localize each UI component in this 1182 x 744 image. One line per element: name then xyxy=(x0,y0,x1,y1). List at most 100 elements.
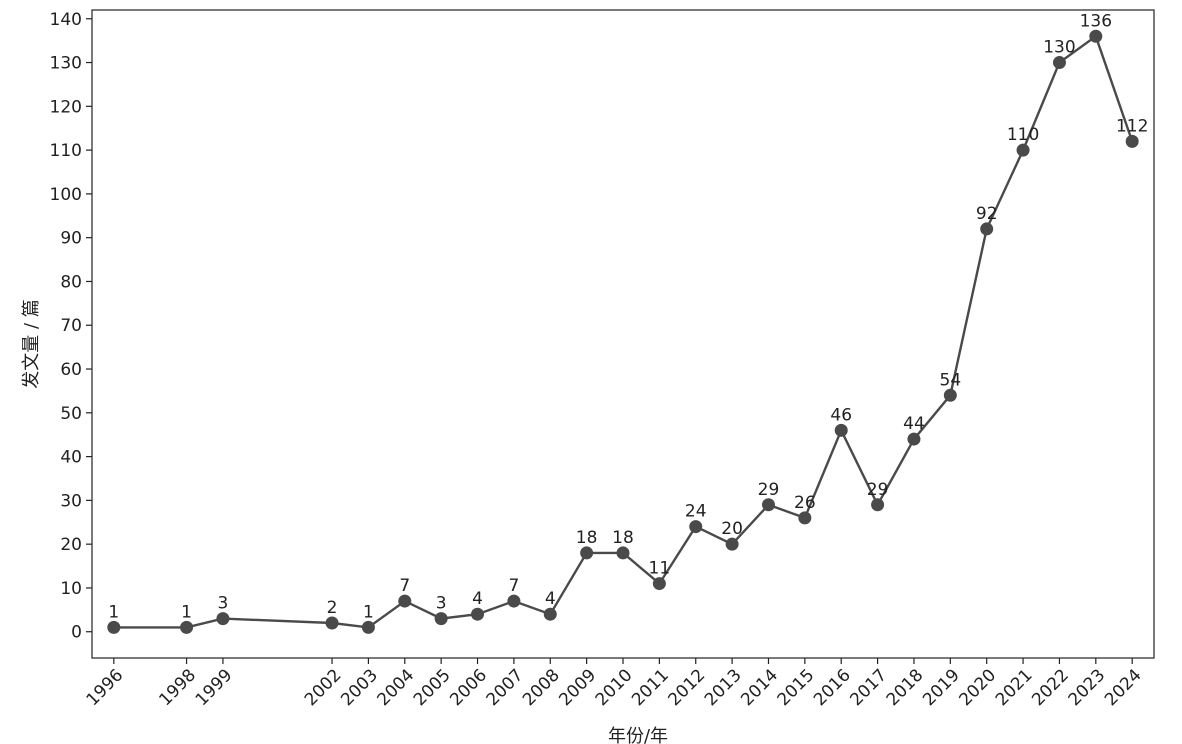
data-point xyxy=(1125,134,1139,148)
data-label: 7 xyxy=(399,576,410,596)
data-point xyxy=(580,546,594,560)
x-tick-label: 2022 xyxy=(1028,665,1073,710)
y-tick-label: 60 xyxy=(60,360,82,380)
data-label: 46 xyxy=(830,405,852,425)
x-tick-label: 2011 xyxy=(628,665,673,710)
y-tick-label: 30 xyxy=(60,491,82,511)
data-point xyxy=(361,620,375,634)
x-tick-label: 2008 xyxy=(519,665,564,710)
y-tick-label: 120 xyxy=(50,97,82,117)
y-tick-label: 40 xyxy=(60,448,82,468)
data-label: 4 xyxy=(545,589,556,609)
x-tick-label: 1998 xyxy=(155,665,200,710)
y-tick-label: 20 xyxy=(60,535,82,555)
x-tick-label: 2005 xyxy=(410,665,455,710)
x-tick-label: 2024 xyxy=(1101,665,1146,710)
x-tick-label: 1999 xyxy=(192,665,237,710)
data-point xyxy=(398,594,412,608)
x-tick-label: 2018 xyxy=(883,665,928,710)
data-label: 29 xyxy=(867,480,889,500)
x-tick-label: 2015 xyxy=(774,665,819,710)
x-tick-label: 2006 xyxy=(446,665,491,710)
data-point xyxy=(943,388,957,402)
data-points xyxy=(107,29,1139,634)
x-tick-label: 2003 xyxy=(337,665,382,710)
data-label: 18 xyxy=(612,528,634,548)
data-label: 110 xyxy=(1007,125,1039,145)
data-label: 1 xyxy=(108,602,119,622)
x-tick-label: 2013 xyxy=(701,665,746,710)
data-point xyxy=(907,432,921,446)
data-label: 7 xyxy=(508,576,519,596)
data-point xyxy=(107,620,121,634)
data-label: 112 xyxy=(1116,116,1148,136)
x-tick-label: 2007 xyxy=(483,665,528,710)
x-tick-label: 2016 xyxy=(810,665,855,710)
data-point xyxy=(1016,143,1030,157)
data-point xyxy=(434,612,448,626)
data-point xyxy=(1089,29,1103,43)
data-point xyxy=(652,577,666,591)
y-tick-label: 130 xyxy=(50,54,82,74)
data-point xyxy=(1052,56,1066,70)
plot-frame xyxy=(91,9,1155,659)
y-tick-label: 100 xyxy=(50,185,82,205)
x-tick-label: 2014 xyxy=(737,665,782,710)
data-label: 44 xyxy=(903,414,925,434)
y-tick-label: 0 xyxy=(71,623,82,643)
y-tick-label: 70 xyxy=(60,316,82,336)
data-label: 26 xyxy=(794,493,816,513)
x-tick-label: 2017 xyxy=(846,665,891,710)
data-point xyxy=(471,607,485,621)
data-label: 18 xyxy=(576,528,598,548)
x-tick-label: 2020 xyxy=(955,665,1000,710)
data-point xyxy=(761,498,775,512)
x-axis-title: 年份/年 xyxy=(608,726,668,744)
x-tick-label: 1996 xyxy=(83,665,128,710)
data-label: 2 xyxy=(327,598,338,618)
data-label: 3 xyxy=(436,594,447,614)
data-label: 29 xyxy=(758,480,780,500)
data-point xyxy=(507,594,521,608)
data-point xyxy=(180,620,194,634)
data-point xyxy=(798,511,812,525)
data-label: 136 xyxy=(1080,11,1112,31)
y-axis-title: 发文量 / 篇 xyxy=(21,299,42,389)
y-tick-label: 140 xyxy=(50,10,82,30)
x-tick-label: 2019 xyxy=(919,665,964,710)
data-label: 1 xyxy=(181,602,192,622)
y-tick-label: 90 xyxy=(60,229,82,249)
data-point xyxy=(871,498,885,512)
data-label: 130 xyxy=(1043,38,1075,58)
y-tick-label: 50 xyxy=(60,404,82,424)
data-point xyxy=(725,537,739,551)
data-label: 20 xyxy=(721,519,743,539)
x-tick-label: 2004 xyxy=(374,665,419,710)
x-tick-label: 2023 xyxy=(1065,665,1110,710)
x-tick-label: 2009 xyxy=(555,665,600,710)
x-tick-label: 2002 xyxy=(301,665,346,710)
data-label: 1 xyxy=(363,602,374,622)
data-point xyxy=(325,616,339,630)
y-tick-label: 10 xyxy=(60,579,82,599)
x-tick-label: 2021 xyxy=(992,665,1037,710)
data-point xyxy=(834,423,848,437)
x-tick-label: 2012 xyxy=(665,665,710,710)
data-point xyxy=(616,546,630,560)
data-point xyxy=(980,222,994,236)
data-label: 54 xyxy=(940,370,962,390)
data-point xyxy=(689,520,703,534)
data-point xyxy=(216,612,230,626)
data-label: 4 xyxy=(472,589,483,609)
data-point xyxy=(543,607,557,621)
data-label: 3 xyxy=(218,594,229,614)
y-tick-label: 80 xyxy=(60,272,82,292)
data-label: 92 xyxy=(976,204,998,224)
x-tick-label: 2010 xyxy=(592,665,637,710)
series-line xyxy=(113,34,1134,629)
data-label: 11 xyxy=(649,559,671,579)
data-label: 24 xyxy=(685,502,707,522)
